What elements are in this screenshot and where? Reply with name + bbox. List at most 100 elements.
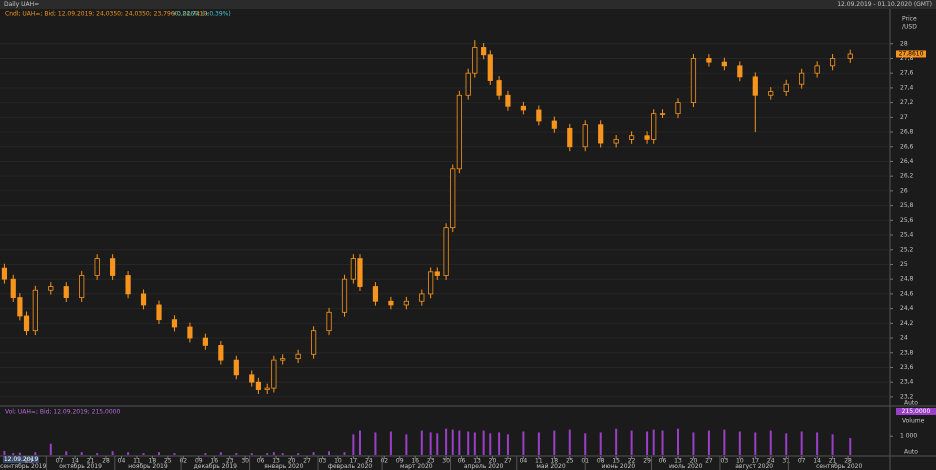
candle-body [721, 61, 727, 67]
volume-bar [584, 433, 587, 455]
candle-body [350, 258, 356, 280]
y-tick-label: 24,8 [900, 276, 914, 283]
x-tick-label: 21 [829, 458, 837, 465]
y-tick-label: 24,4 [900, 305, 914, 312]
volume-bar [646, 431, 649, 455]
auto-label[interactable]: Auto [904, 400, 918, 407]
x-tick-label: 18 [550, 458, 558, 465]
volume-bar [723, 429, 726, 455]
x-tick-label: 23 [25, 458, 33, 465]
candle-body [156, 304, 162, 321]
candle-body [419, 293, 425, 302]
candle-body [357, 258, 363, 287]
volume-bar [816, 432, 819, 455]
volume-bar [96, 453, 99, 455]
volume-bar [80, 452, 83, 455]
candle-body [271, 359, 277, 389]
y-tick-label: 23,6 [900, 364, 914, 371]
y-tick-label: 27,8 [900, 55, 914, 62]
x-tick-label: 15 [612, 458, 620, 465]
x-tick-label: 17 [350, 458, 358, 465]
chart-title: Daily UAH= [4, 1, 39, 8]
volume-bar [661, 430, 664, 455]
legend-series[interactable]: Cndl; UAH=; Bid; 12.09.2019; 24,0350; 24… [5, 11, 209, 18]
month-label: сентябрь 2020 [816, 463, 862, 470]
volume-bar [405, 434, 408, 455]
candle-body [264, 387, 270, 390]
x-tick-label: 28 [102, 458, 110, 465]
y-tick-label: 25,2 [900, 246, 914, 253]
volume-bar [537, 432, 540, 455]
candle-body [110, 258, 116, 276]
volume-bar [692, 432, 695, 455]
candle-body [690, 58, 697, 104]
x-tick-label: 31 [782, 458, 790, 465]
volume-bar [482, 430, 485, 455]
last-price-box [896, 50, 926, 58]
x-tick-label: 14 [71, 458, 79, 465]
y-tick-label: 28 [900, 40, 908, 47]
x-tick-label: 18 [149, 458, 157, 465]
candle-body [249, 374, 255, 383]
x-tick-label: 21 [87, 458, 95, 465]
candle-body [125, 275, 131, 295]
candle-body [17, 297, 23, 317]
candle-body [505, 94, 511, 107]
volume-bar [615, 428, 618, 455]
volume-bar [235, 453, 238, 455]
candle-body [465, 72, 471, 96]
x-tick-label: 14 [813, 458, 821, 465]
candle-body [218, 345, 224, 361]
y-tick-label: 26 [900, 187, 908, 194]
volume-legend[interactable]: Vol; UAH=; Bid; 12.09.2019; 215,0000 [5, 409, 120, 416]
volume-bar [676, 428, 679, 455]
x-tick-label: 07 [798, 458, 806, 465]
month-label: январь 2020 [264, 463, 303, 470]
y-tick-label: 26,4 [900, 158, 914, 165]
volume-bar [568, 429, 571, 455]
month-label: июнь 2020 [602, 463, 636, 470]
y-tick-label: 23,8 [900, 349, 914, 356]
x-tick-label: 25 [164, 458, 172, 465]
volume-bar [173, 453, 176, 455]
candle-body [582, 124, 588, 148]
candle-body [814, 65, 820, 74]
x-tick-label: 23 [427, 458, 435, 465]
candle-body [140, 293, 147, 306]
candle-body [202, 337, 208, 346]
candle-body [171, 319, 178, 328]
volume-bar [831, 434, 834, 455]
candle-body [520, 105, 526, 111]
volume-bar [158, 452, 161, 455]
x-tick-label: 28 [844, 458, 852, 465]
volume-bar [266, 453, 269, 455]
x-tick-label: 03 [319, 458, 327, 465]
candle-body [63, 286, 69, 298]
x-tick-label: 07 [56, 458, 64, 465]
volume-bar [204, 453, 207, 455]
candle-body [280, 358, 286, 361]
candle-body [1, 267, 8, 280]
candle-body [551, 120, 557, 129]
candle-body [341, 278, 348, 313]
x-tick-label: 02 [179, 458, 187, 465]
volume-bar [352, 434, 355, 455]
x-tick-label: 10 [736, 458, 744, 465]
volume-bar [467, 431, 470, 455]
candle-body [675, 102, 681, 115]
x-tick-label: 06 [257, 458, 265, 465]
candle-body [434, 271, 440, 276]
candle-body [659, 113, 666, 115]
volume-bar [18, 452, 21, 455]
x-tick-label: 11 [535, 458, 543, 465]
y-tick-label: 23,2 [900, 393, 914, 400]
month-label: февраль 2020 [328, 463, 373, 470]
auto-label[interactable]: Auto [904, 449, 918, 456]
volume-bar [142, 453, 145, 455]
volume-bar [312, 452, 315, 455]
volume-box-label: 215,0000 [902, 408, 931, 415]
x-tick-label: 20 [288, 458, 296, 465]
volume-bar [754, 432, 757, 455]
candle-body [598, 124, 604, 144]
volume-bar [250, 453, 253, 455]
